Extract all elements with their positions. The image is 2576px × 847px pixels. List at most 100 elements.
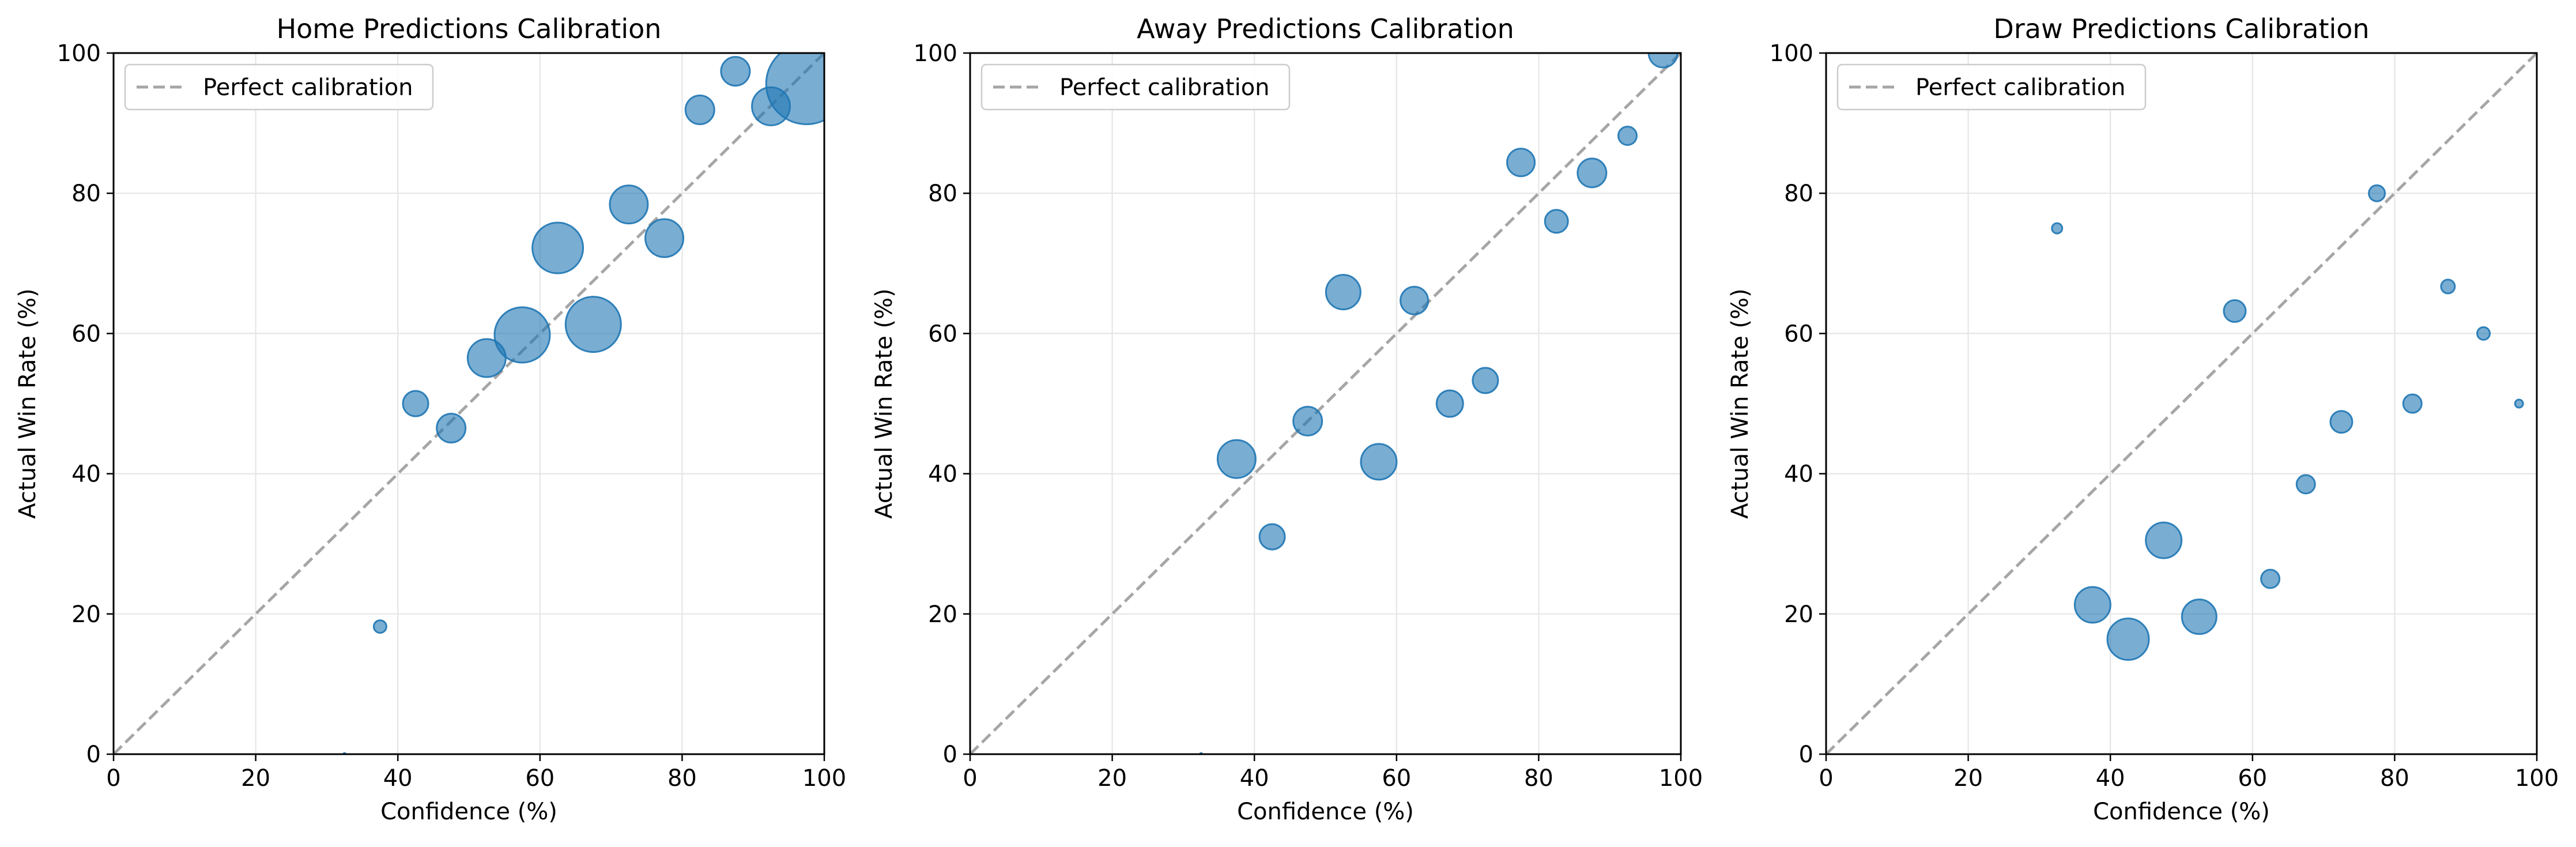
- x-axis-label: Confidence (%): [380, 799, 557, 825]
- x-tick-label: 100: [2515, 765, 2559, 792]
- data-point: [2514, 398, 2524, 409]
- data-point: [2402, 393, 2423, 414]
- y-tick-label: 100: [57, 40, 101, 67]
- chart-panel-2: 0 20 40 60 80 100 0 20 40 60 80 100 Away Predictions…: [871, 13, 1703, 825]
- data-point: [2295, 474, 2316, 495]
- x-tick-label: 40: [383, 765, 413, 792]
- y-tick-label: 60: [928, 321, 957, 347]
- y-tick-label: 100: [914, 40, 957, 67]
- data-point: [1258, 523, 1286, 551]
- perfect-calibration-line: [969, 52, 1682, 755]
- data-point: [2106, 618, 2150, 661]
- chart-title: Home Predictions Calibration: [277, 13, 662, 44]
- data-point: [1435, 389, 1464, 418]
- data-point: [1506, 148, 1536, 178]
- axes-frame: [112, 52, 825, 755]
- legend: Perfect calibration: [124, 63, 434, 111]
- axes-frame: [1825, 52, 2538, 755]
- scatter-points: [2051, 184, 2524, 661]
- data-point: [2145, 521, 2183, 559]
- legend-box: [980, 63, 1291, 111]
- y-tick-label: 80: [71, 180, 101, 207]
- data-point: [644, 218, 685, 258]
- legend-box: [1836, 63, 2147, 111]
- x-tick-label: 100: [1659, 765, 1703, 792]
- x-tick-label: 0: [963, 765, 977, 792]
- data-point: [1325, 274, 1361, 311]
- x-tick-label: 40: [2096, 765, 2125, 792]
- data-point: [1216, 439, 1257, 479]
- data-point: [1544, 209, 1569, 234]
- x-tick-label: 20: [1097, 765, 1127, 792]
- y-axis-label: Actual Win Rate (%): [14, 288, 41, 519]
- data-point: [531, 221, 584, 274]
- data-point: [765, 53, 824, 125]
- y-tick-label: 0: [86, 741, 101, 768]
- data-point: [2181, 598, 2217, 635]
- perfect-calibration-line: [112, 52, 825, 755]
- data-point: [1292, 405, 1323, 436]
- x-tick-label: 60: [2238, 765, 2267, 792]
- y-tick-label: 80: [928, 180, 957, 207]
- data-point: [2073, 586, 2111, 624]
- legend-label: Perfect calibration: [1059, 74, 1270, 101]
- x-axis-label: Confidence (%): [1237, 799, 1414, 825]
- data-point: [609, 185, 649, 225]
- y-axis-label: Actual Win Rate (%): [1727, 288, 1753, 519]
- data-point: [2476, 326, 2491, 341]
- axes-frame: [969, 52, 1682, 755]
- chart-title: Draw Predictions Calibration: [1993, 13, 2369, 44]
- y-axis-label: Actual Win Rate (%): [871, 288, 897, 519]
- y-tick-label: 80: [1784, 180, 1813, 207]
- chart-panel-3: 0 20 40 60 80 100 0 20 40 60 80 100 Draw Predictions…: [1727, 13, 2559, 825]
- scatter-points: [342, 53, 824, 754]
- y-tick-label: 100: [1770, 40, 1813, 67]
- y-tick-label: 20: [71, 601, 101, 628]
- data-point: [1576, 157, 1608, 189]
- y-tick-label: 40: [1784, 461, 1813, 488]
- data-point: [684, 94, 715, 125]
- y-tick-label: 40: [928, 461, 957, 488]
- data-point: [1617, 125, 1638, 146]
- x-axis-label: Confidence (%): [2093, 799, 2270, 825]
- data-point: [1400, 285, 1430, 315]
- data-point: [2440, 278, 2456, 295]
- chart-panel-1: 0 20 40 60 80 100 0 20 40 60 80 100 Home Predictions…: [14, 13, 846, 825]
- legend: Perfect calibration: [1836, 63, 2147, 111]
- y-tick-label: 60: [1784, 321, 1813, 347]
- legend-label: Perfect calibration: [1915, 74, 2126, 101]
- data-point: [2329, 410, 2354, 434]
- x-tick-label: 20: [1953, 765, 1983, 792]
- x-tick-label: 60: [1382, 765, 1411, 792]
- chart-title: Away Predictions Calibration: [1137, 13, 1514, 44]
- data-point: [1472, 367, 1499, 394]
- x-tick-label: 80: [667, 765, 697, 792]
- y-tick-label: 0: [1799, 741, 1813, 768]
- data-point: [2368, 184, 2386, 202]
- legend: Perfect calibration: [980, 63, 1291, 111]
- legend-box: [124, 63, 434, 111]
- data-point: [372, 619, 387, 634]
- x-tick-label: 80: [2380, 765, 2409, 792]
- x-tick-label: 0: [106, 765, 120, 792]
- x-tick-label: 20: [241, 765, 270, 792]
- x-tick-label: 60: [525, 765, 555, 792]
- y-tick-label: 60: [71, 321, 101, 347]
- y-tick-label: 20: [928, 601, 957, 628]
- data-point: [402, 390, 429, 417]
- x-tick-label: 80: [1524, 765, 1553, 792]
- y-tick-label: 0: [943, 741, 957, 768]
- data-point: [720, 56, 751, 87]
- data-point: [2223, 299, 2247, 323]
- data-point: [1647, 53, 1679, 69]
- perfect-calibration-line: [1825, 52, 2538, 755]
- x-tick-label: 0: [1819, 765, 1833, 792]
- data-point: [436, 413, 467, 444]
- x-tick-label: 40: [1240, 765, 1269, 792]
- data-point: [2051, 222, 2064, 235]
- data-point: [493, 306, 551, 364]
- scatter-points: [1199, 53, 1679, 754]
- y-tick-label: 40: [71, 461, 101, 488]
- data-point: [2260, 569, 2281, 589]
